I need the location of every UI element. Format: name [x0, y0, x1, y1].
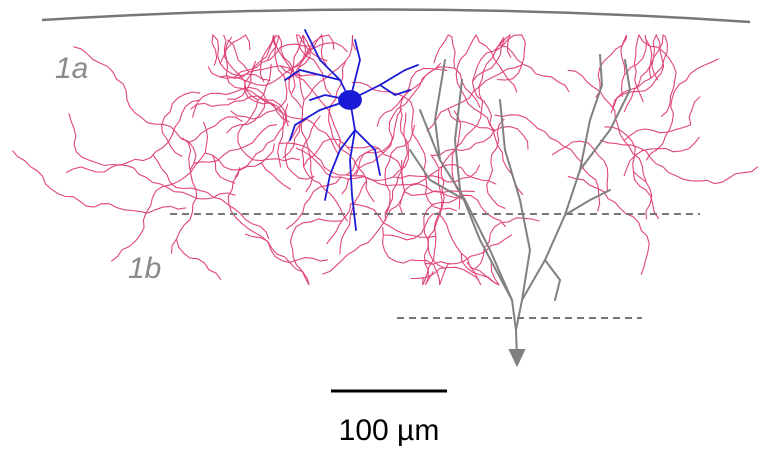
axon-branch — [13, 151, 187, 213]
axon-branch — [245, 219, 342, 285]
axon-branch — [624, 137, 700, 176]
layer-label: 1b — [128, 252, 161, 285]
interneuron — [285, 30, 418, 230]
axon-branch — [302, 116, 348, 222]
axon-branch — [212, 35, 270, 81]
dendrite — [435, 60, 445, 160]
dendrite — [545, 260, 560, 300]
dendrite — [500, 100, 530, 300]
axon-branch — [393, 165, 480, 182]
axon-branch — [475, 218, 540, 269]
axon-branch — [405, 191, 475, 196]
axon-branch — [227, 35, 277, 99]
soma — [510, 350, 524, 365]
dendrite — [516, 55, 602, 330]
axon-branch — [646, 59, 719, 161]
scale-label: 100 µm — [339, 414, 440, 447]
axon-branch — [296, 148, 439, 186]
axon-branch — [472, 39, 523, 195]
soma — [339, 91, 361, 109]
page: 1a 1b 100 µm (() => { const data = JSON.… — [0, 0, 768, 465]
dendrite — [455, 80, 512, 300]
axon-branch — [432, 127, 528, 156]
axon-branch — [600, 140, 758, 184]
axon-branch — [66, 165, 235, 199]
axon-branch — [172, 138, 197, 254]
axon-branch — [604, 127, 658, 219]
axon-branch — [262, 163, 291, 190]
axon-branch — [568, 70, 647, 181]
axon-branch — [689, 97, 700, 125]
axon-branch — [425, 235, 512, 264]
axon-branch — [73, 47, 196, 171]
axon-branch — [495, 115, 600, 211]
pia-surface — [42, 9, 750, 22]
axon-branch — [235, 44, 312, 77]
axon-branch — [153, 155, 269, 239]
axon-branch — [177, 239, 221, 280]
axon-branch — [411, 212, 481, 285]
axon-branch — [327, 203, 351, 244]
dendrite — [350, 100, 356, 230]
axon-arbor — [13, 35, 758, 285]
axon-branch — [191, 96, 289, 127]
axon-branch — [188, 117, 242, 143]
dendrite — [420, 110, 517, 360]
dendrite — [580, 60, 630, 170]
axon-branch — [624, 125, 691, 141]
axon-branch — [625, 35, 652, 78]
axon-branch — [347, 108, 402, 175]
neuron-figure: 1a 1b 100 µm — [0, 0, 768, 465]
axon-branch — [633, 172, 651, 220]
axon-branch — [111, 122, 207, 261]
axon-branch — [439, 165, 496, 185]
axon-branch — [428, 155, 446, 269]
layer-label: 1a — [55, 52, 88, 85]
axon-branch — [162, 92, 201, 157]
